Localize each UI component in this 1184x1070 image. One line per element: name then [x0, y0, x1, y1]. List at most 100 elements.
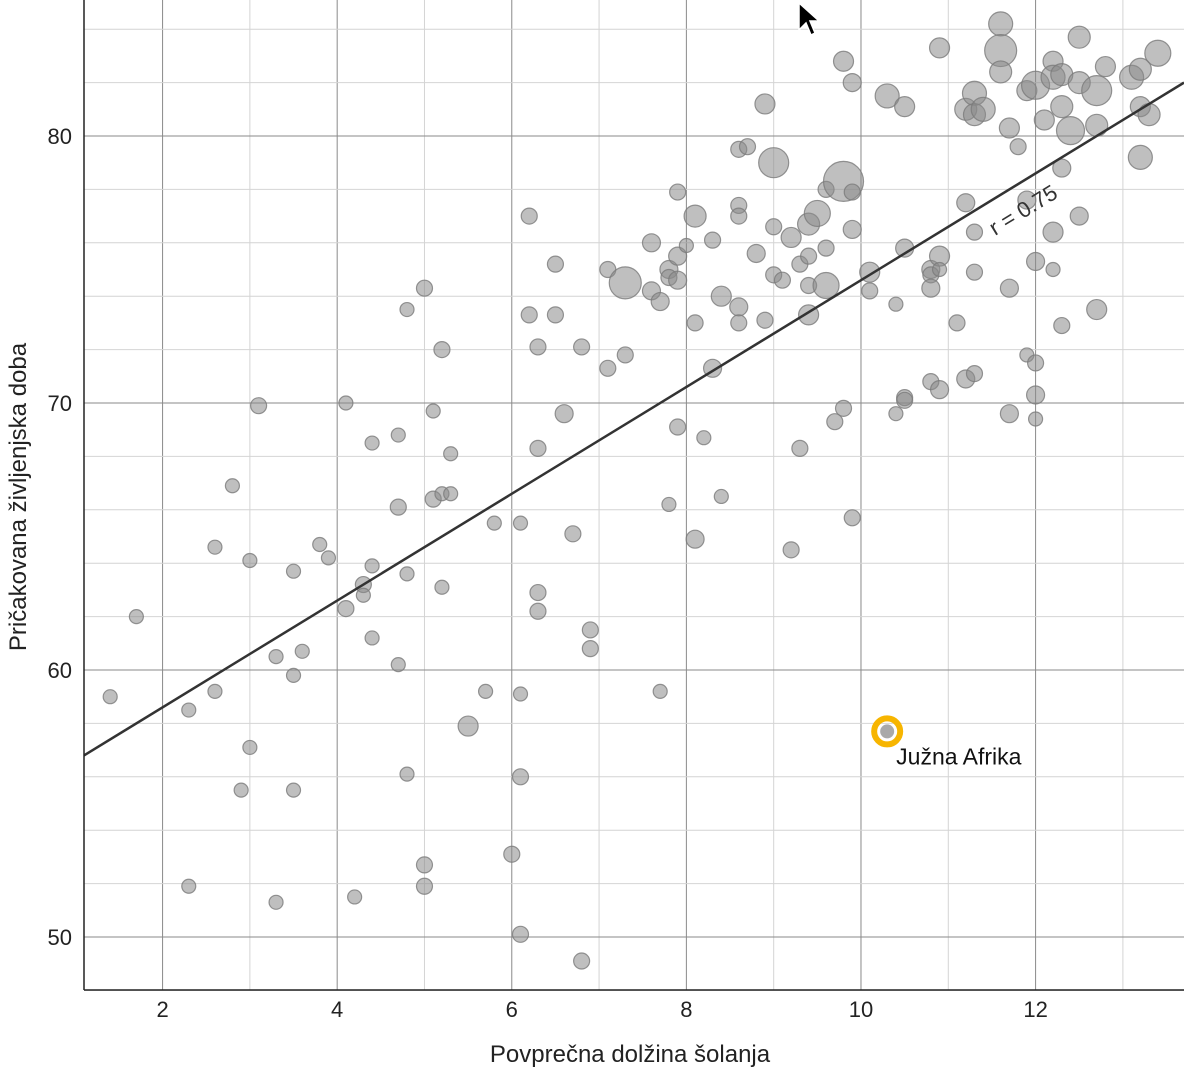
scatter-point: [250, 397, 268, 415]
scatter-point: [1025, 251, 1046, 272]
scatter-point: [843, 183, 861, 201]
trendline: [83, 81, 1184, 757]
scatter-point: [826, 413, 844, 431]
scatter-point: [415, 877, 434, 895]
highlight-label: Južna Afrika: [896, 743, 1021, 769]
scatter-point: [817, 239, 835, 257]
x-tick-label: 10: [849, 997, 873, 1022]
scatter-point: [965, 263, 984, 281]
scatter-point: [573, 952, 591, 970]
scatter-point: [512, 686, 529, 702]
scatter-point: [1069, 206, 1089, 226]
x-tick-label: 2: [156, 997, 168, 1022]
scatter-point: [931, 261, 948, 278]
scatter-point: [425, 403, 441, 419]
scatter-point: [434, 579, 450, 595]
scatter-point: [765, 218, 783, 236]
scatter-point: [970, 96, 996, 122]
scatter-point: [1045, 261, 1061, 278]
scatter-point: [999, 404, 1019, 424]
x-tick-label: 6: [506, 997, 518, 1022]
x-tick-label: 4: [331, 997, 343, 1022]
highlight-group: Južna Afrika: [871, 715, 1022, 769]
scatter-point: [965, 365, 984, 383]
scatter-point: [888, 406, 904, 422]
scatter-point: [102, 689, 118, 705]
scatter-point: [1053, 316, 1071, 335]
scatter-point: [581, 640, 599, 658]
scatter-point: [956, 193, 976, 213]
scatter-point: [364, 630, 380, 646]
scatter-point: [1081, 75, 1113, 107]
scatter-point: [529, 439, 547, 457]
scatter-point: [685, 529, 705, 549]
scatter-point: [842, 72, 862, 93]
scatter-point: [641, 233, 662, 253]
trendline-group: r = 0.75: [83, 81, 1184, 757]
scatter-point: [285, 667, 302, 683]
scatter-point: [529, 583, 547, 602]
scatter-point: [843, 509, 861, 527]
scatter-point: [268, 894, 284, 910]
scatter-point: [756, 311, 774, 329]
tick-labels: 2 4 6 8 10 12 50 60 70 80: [48, 124, 1048, 1022]
scatter-point: [668, 270, 688, 290]
scatter-point: [1033, 109, 1055, 131]
scatter-point: [929, 380, 950, 400]
scatter-point: [1094, 55, 1117, 78]
scatter-point: [181, 702, 197, 718]
scatter-point: [861, 282, 879, 300]
scatter-point: [415, 856, 434, 874]
scatter-point: [546, 306, 565, 324]
scatter-point: [874, 83, 900, 109]
scatter-point: [669, 183, 687, 201]
scatter-point: [730, 207, 748, 225]
scatter-point: [511, 925, 530, 943]
scatter-point: [581, 621, 599, 639]
scatter-point: [433, 341, 451, 359]
scatter-point: [791, 439, 809, 457]
scatter-point: [285, 782, 302, 798]
scatter-point: [512, 515, 529, 531]
scatter-point: [832, 50, 855, 72]
scatter-point: [1085, 113, 1109, 137]
scatter-point: [520, 306, 538, 324]
scatter-point: [1144, 39, 1172, 67]
scatter-point: [312, 536, 328, 553]
scatter-point: [503, 845, 521, 863]
scatter-point: [390, 427, 406, 443]
x-tick-label: 12: [1023, 997, 1047, 1022]
scatter-point: [399, 766, 415, 782]
scatter-point: [703, 231, 722, 249]
scatter-point: [486, 515, 502, 531]
scatter-point: [1050, 95, 1074, 119]
scatter-point: [669, 418, 687, 436]
scatter-point: [554, 404, 574, 424]
scatter-point: [207, 683, 223, 699]
scatter-point: [294, 643, 310, 659]
scatter-point: [285, 563, 302, 579]
scatter-point: [128, 608, 144, 625]
x-tick-label: 8: [680, 997, 692, 1022]
scatter-point: [364, 435, 380, 451]
scatter-point: [948, 314, 966, 332]
scatter-point: [896, 391, 914, 409]
scatter-point: [233, 782, 249, 798]
scatter-point: [834, 399, 853, 417]
scatter-point: [338, 395, 354, 411]
scatter-point: [364, 558, 380, 574]
axes: [83, 0, 1184, 991]
scatter-point: [1128, 57, 1152, 81]
scatter-point: [1025, 385, 1046, 405]
scatter-point: [713, 488, 729, 505]
scatter-point: [337, 599, 355, 618]
x-axis-label: Povprečna dolžina šolanja: [490, 1041, 771, 1068]
scatter-point: [443, 486, 459, 502]
y-tick-label: 70: [48, 391, 72, 416]
scatter-point: [443, 446, 459, 462]
scatter-point: [780, 226, 802, 249]
scatter-point: [399, 301, 415, 318]
highlight-ring: [871, 715, 904, 748]
scatter-point: [989, 60, 1013, 84]
